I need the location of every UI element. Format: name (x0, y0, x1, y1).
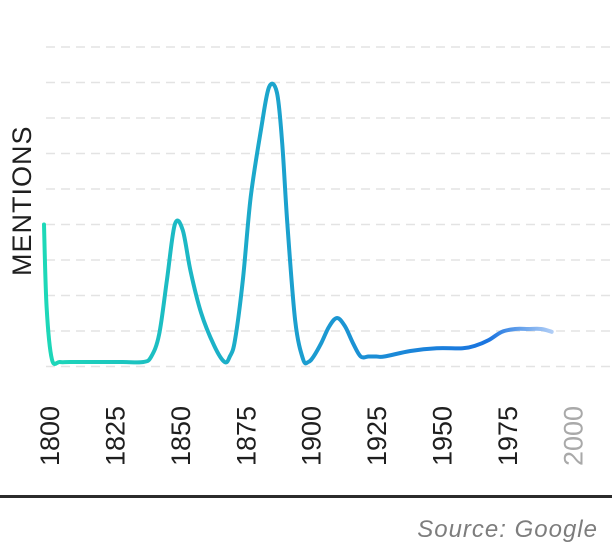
x-tick-label: 1825 (100, 406, 130, 466)
x-tick-label: 1800 (35, 406, 65, 466)
x-tick-label: 1975 (493, 406, 523, 466)
x-tick-label: 1925 (362, 406, 392, 466)
y-axis-label: MENTIONS (7, 125, 37, 276)
footer-divider (0, 495, 612, 498)
x-axis-ticks: 1800 1825 1850 1875 1900 1925 1950 1975 2000 (35, 406, 588, 466)
gridlines (46, 46, 612, 368)
x-tick-label: 1850 (166, 406, 196, 466)
x-tick-label: 1950 (428, 406, 458, 466)
series-line (42, 81, 554, 367)
x-tick-label: 1900 (297, 406, 327, 466)
line-chart: MENTIONS 1800 1825 1850 1875 1900 1925 1950 197… (7, 46, 612, 466)
x-tick-label: 2000 (558, 406, 588, 466)
x-tick-label: 1875 (231, 406, 261, 466)
source-credit: Source: Google (417, 516, 598, 543)
